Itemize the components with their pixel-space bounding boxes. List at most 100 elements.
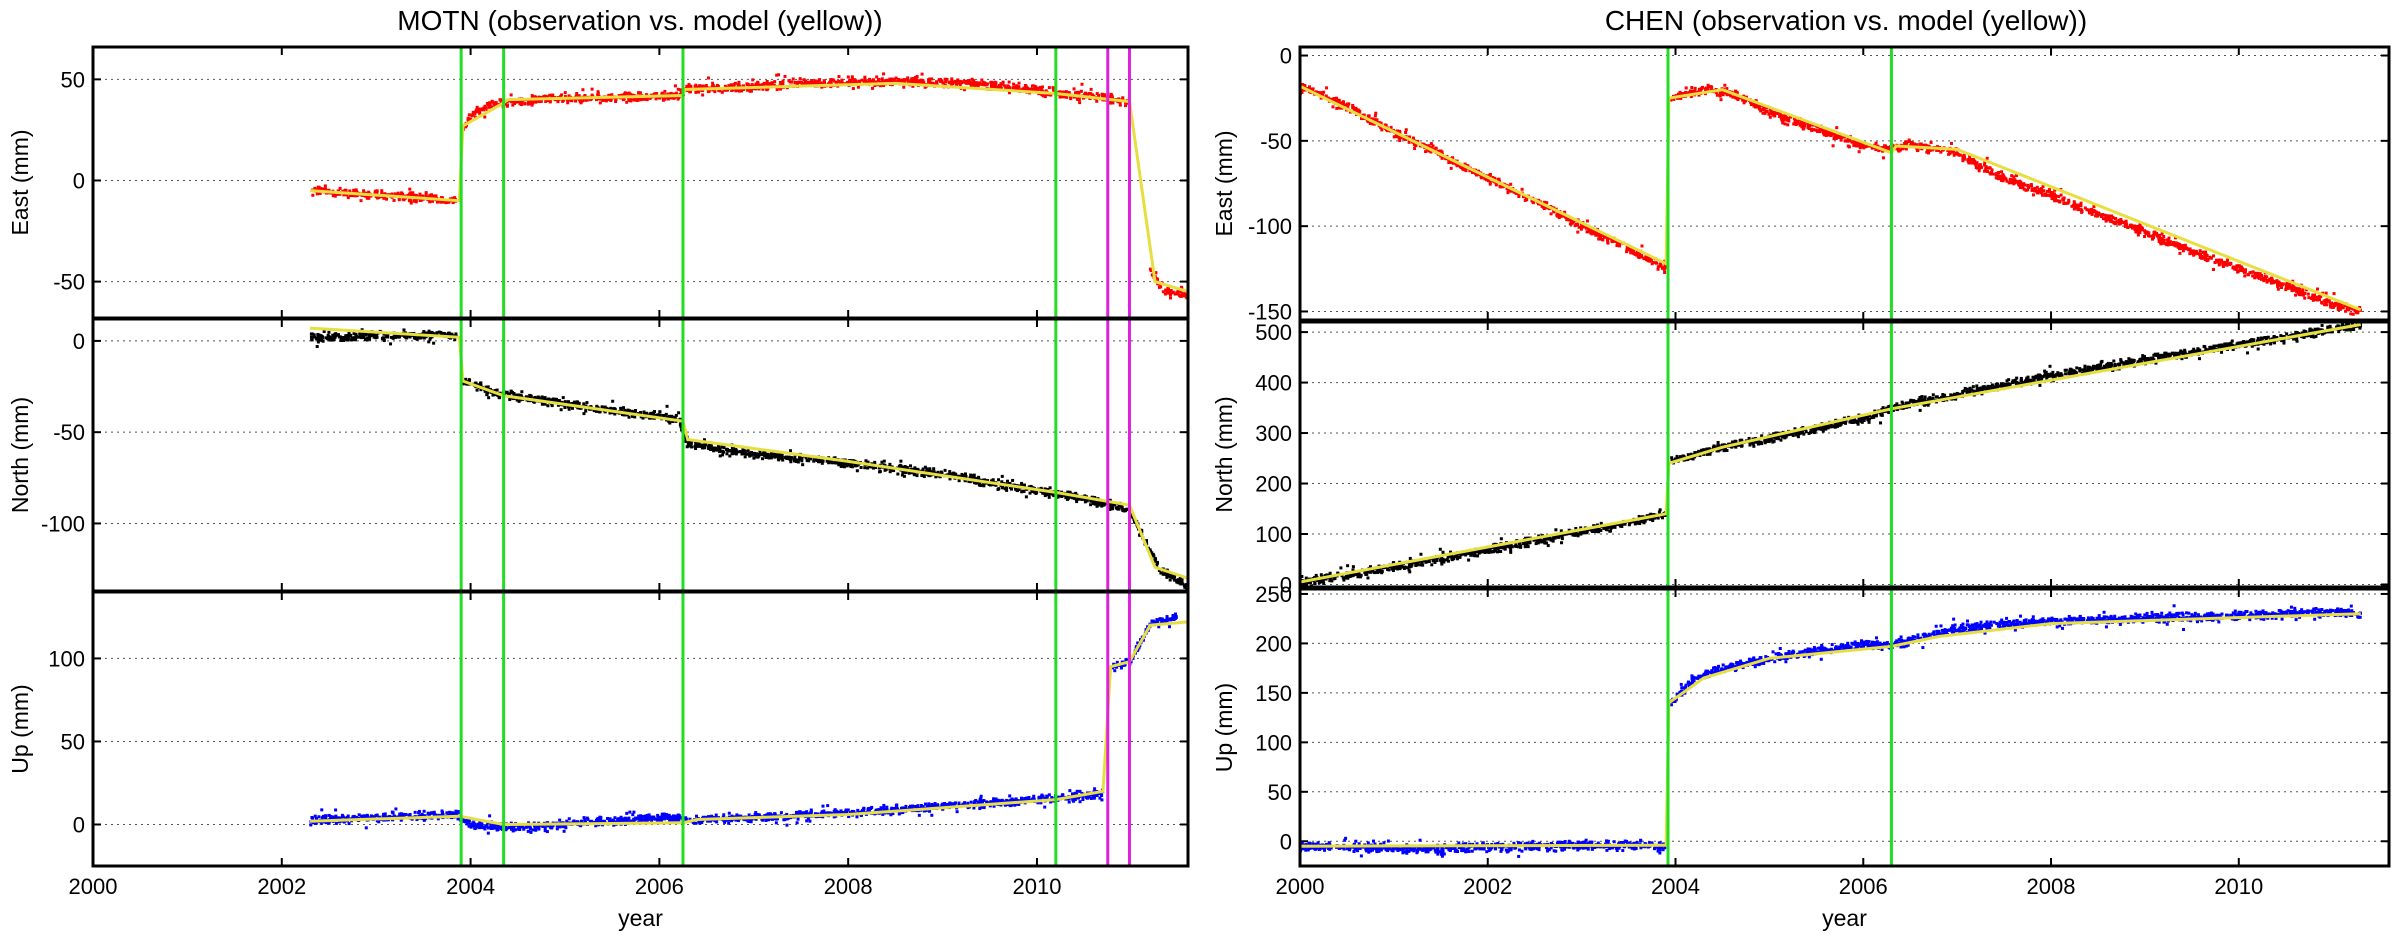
observation-point	[320, 816, 324, 820]
observation-point	[606, 817, 610, 821]
observation-point	[718, 450, 722, 454]
observation-point	[650, 818, 654, 822]
observation-point	[819, 459, 823, 463]
observation-point	[1052, 493, 1056, 497]
observation-point	[375, 196, 379, 200]
observation-point	[1319, 92, 1323, 96]
observation-point	[764, 818, 768, 822]
observation-point	[375, 813, 379, 817]
observation-point	[743, 818, 747, 822]
observation-point	[774, 821, 778, 825]
observation-point	[1022, 86, 1026, 90]
observation-point	[753, 813, 757, 817]
observation-point	[666, 92, 670, 96]
observation-point	[775, 88, 779, 92]
observation-point	[596, 90, 600, 94]
observation-point	[1359, 117, 1363, 121]
observation-point	[543, 94, 547, 98]
observation-point	[574, 402, 578, 406]
observation-point	[780, 81, 784, 85]
observation-point	[355, 334, 359, 338]
observation-point	[614, 820, 618, 824]
observation-point	[510, 99, 514, 103]
observation-point	[758, 814, 762, 818]
observation-point	[380, 191, 384, 195]
observation-point	[839, 464, 843, 468]
observation-point	[820, 810, 824, 814]
observation-point	[773, 80, 777, 84]
observation-point	[385, 197, 389, 201]
observation-point	[1333, 97, 1337, 101]
panel-frame	[91, 590, 1190, 868]
observation-point	[1078, 497, 1082, 501]
observation-point	[598, 97, 602, 101]
observation-point	[1317, 91, 1321, 95]
observation-point	[915, 805, 919, 809]
observation-point	[673, 816, 677, 820]
observation-point	[888, 462, 892, 466]
observation-point	[963, 79, 967, 83]
observation-point	[823, 80, 827, 84]
observation-point	[412, 193, 416, 197]
observation-point	[1001, 486, 1005, 490]
observation-point	[979, 796, 983, 800]
observation-point	[779, 87, 783, 91]
observation-point	[415, 818, 419, 822]
observation-point	[789, 460, 793, 464]
observation-point	[946, 803, 950, 807]
observation-point	[526, 102, 530, 106]
observation-point	[978, 798, 982, 802]
observation-point	[516, 100, 520, 104]
observation-point	[358, 332, 362, 336]
observation-point	[490, 105, 494, 109]
observation-point	[585, 401, 589, 405]
observation-point	[927, 80, 931, 84]
observation-point	[1037, 797, 1041, 801]
observation-point	[342, 189, 346, 193]
observation-point	[810, 78, 814, 82]
observation-point	[912, 77, 916, 81]
observation-point	[948, 470, 952, 474]
observation-point	[471, 110, 475, 114]
observation-point	[750, 817, 754, 821]
observation-point	[545, 95, 549, 99]
observation-point	[477, 109, 481, 113]
observation-point	[877, 808, 881, 812]
observation-point	[882, 808, 886, 812]
observation-point	[445, 811, 449, 815]
observation-point	[612, 820, 616, 824]
observation-point	[398, 812, 402, 816]
observation-point	[700, 821, 704, 825]
observation-point	[948, 802, 952, 806]
observation-point	[623, 408, 627, 412]
observation-point	[955, 81, 959, 85]
observation-point	[842, 465, 846, 469]
observation-point	[465, 821, 469, 825]
observation-point	[333, 194, 337, 198]
observation-point	[795, 82, 799, 86]
observation-point	[1005, 488, 1009, 492]
observation-point	[350, 336, 354, 340]
observation-point	[1182, 584, 1186, 588]
observation-point	[914, 467, 918, 471]
observation-point	[779, 811, 783, 815]
observation-point	[309, 335, 313, 339]
observation-point	[627, 98, 631, 102]
observation-point	[850, 809, 854, 813]
observation-point	[1029, 484, 1033, 488]
observation-point	[584, 409, 588, 413]
observation-point	[610, 819, 614, 823]
observation-point	[383, 815, 387, 819]
observation-point	[967, 79, 971, 83]
observation-point	[327, 330, 331, 334]
observation-point	[1020, 490, 1024, 494]
observation-point	[1165, 618, 1169, 622]
observation-point	[753, 451, 757, 455]
observation-point	[420, 813, 424, 817]
observation-point	[1167, 289, 1171, 293]
observation-point	[645, 814, 649, 818]
observation-point	[798, 457, 802, 461]
observation-point	[1004, 86, 1008, 90]
observation-point	[479, 381, 483, 385]
observation-point	[622, 413, 626, 417]
